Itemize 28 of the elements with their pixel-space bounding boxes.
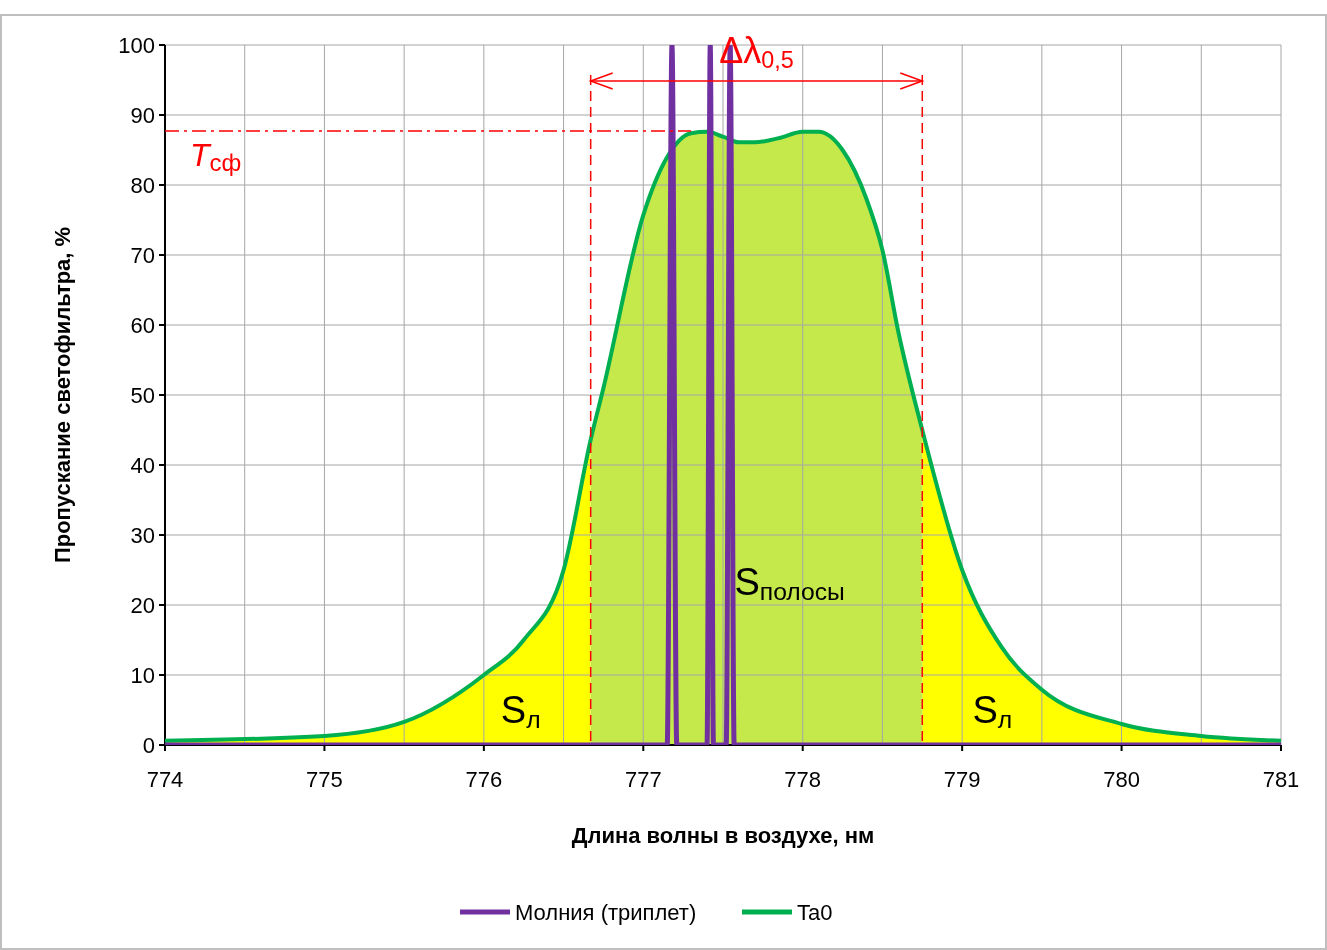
y-tick-label: 0 bbox=[142, 732, 155, 758]
x-tick-label: 779 bbox=[943, 767, 981, 792]
annotation: S$_{полосы}$ bbox=[734, 561, 845, 605]
y-tick-label: 30 bbox=[130, 522, 155, 548]
y-tick-label: 70 bbox=[130, 242, 155, 268]
x-tick-label: 781 bbox=[1262, 767, 1300, 792]
x-tick-label: 778 bbox=[784, 767, 822, 792]
ref-line-label: T$_{сф}$ bbox=[190, 137, 242, 176]
x-axis-title: Длина волны в воздухе, нм bbox=[571, 823, 875, 848]
x-tick-label: 777 bbox=[624, 767, 662, 792]
annotation: S$_{л}$ bbox=[500, 689, 541, 733]
y-tick-label: 90 bbox=[130, 102, 155, 128]
x-tick-label: 776 bbox=[465, 767, 503, 792]
y-tick-label: 40 bbox=[130, 452, 155, 478]
y-tick-label: 20 bbox=[130, 592, 155, 618]
y-tick-label: 50 bbox=[130, 382, 155, 408]
y-tick-label: 60 bbox=[130, 312, 155, 338]
x-tick-label: 774 bbox=[146, 767, 184, 792]
annotation: Δλ$_{0,5}$ bbox=[719, 30, 794, 73]
y-tick-label: 100 bbox=[118, 32, 155, 58]
x-tick-label: 775 bbox=[306, 767, 343, 792]
legend-label: Молния (триплет) bbox=[515, 899, 697, 925]
y-tick-label: 80 bbox=[130, 172, 155, 198]
y-axis-title: Пропускание светофильтра, % bbox=[50, 226, 75, 564]
legend-label: Ta0 bbox=[797, 899, 833, 925]
x-tick-label: 780 bbox=[1103, 767, 1140, 792]
y-tick-label: 10 bbox=[130, 662, 155, 688]
annotation: S$_{л}$ bbox=[972, 689, 1013, 733]
